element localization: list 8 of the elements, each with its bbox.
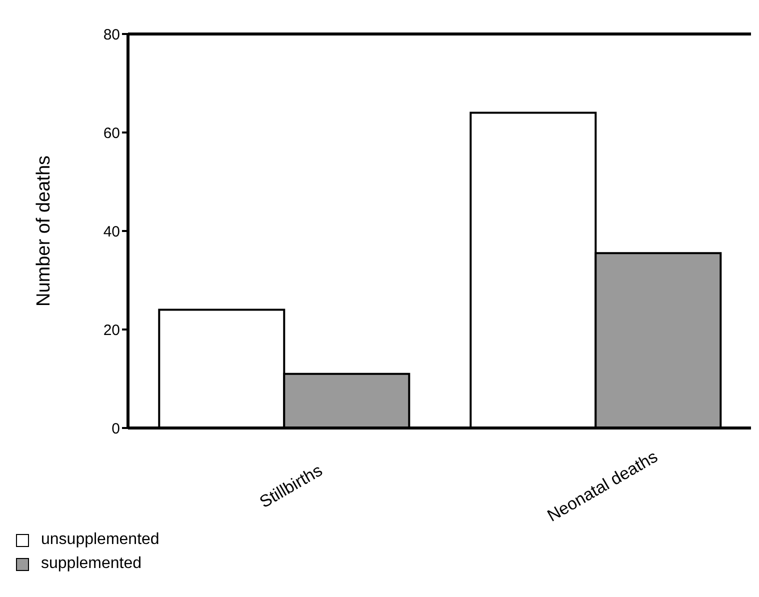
y-tick-label: 60 xyxy=(103,124,120,142)
y-tick-label: 20 xyxy=(103,322,120,339)
y-tick-label: 80 xyxy=(103,26,120,44)
y-axis-title: Number of deaths xyxy=(34,155,55,307)
legend-label: supplemented xyxy=(41,555,142,573)
y-tick-label: 40 xyxy=(103,223,120,240)
legend-label: unsupplemented xyxy=(41,531,160,549)
y-tick-label: 0 xyxy=(112,420,120,438)
